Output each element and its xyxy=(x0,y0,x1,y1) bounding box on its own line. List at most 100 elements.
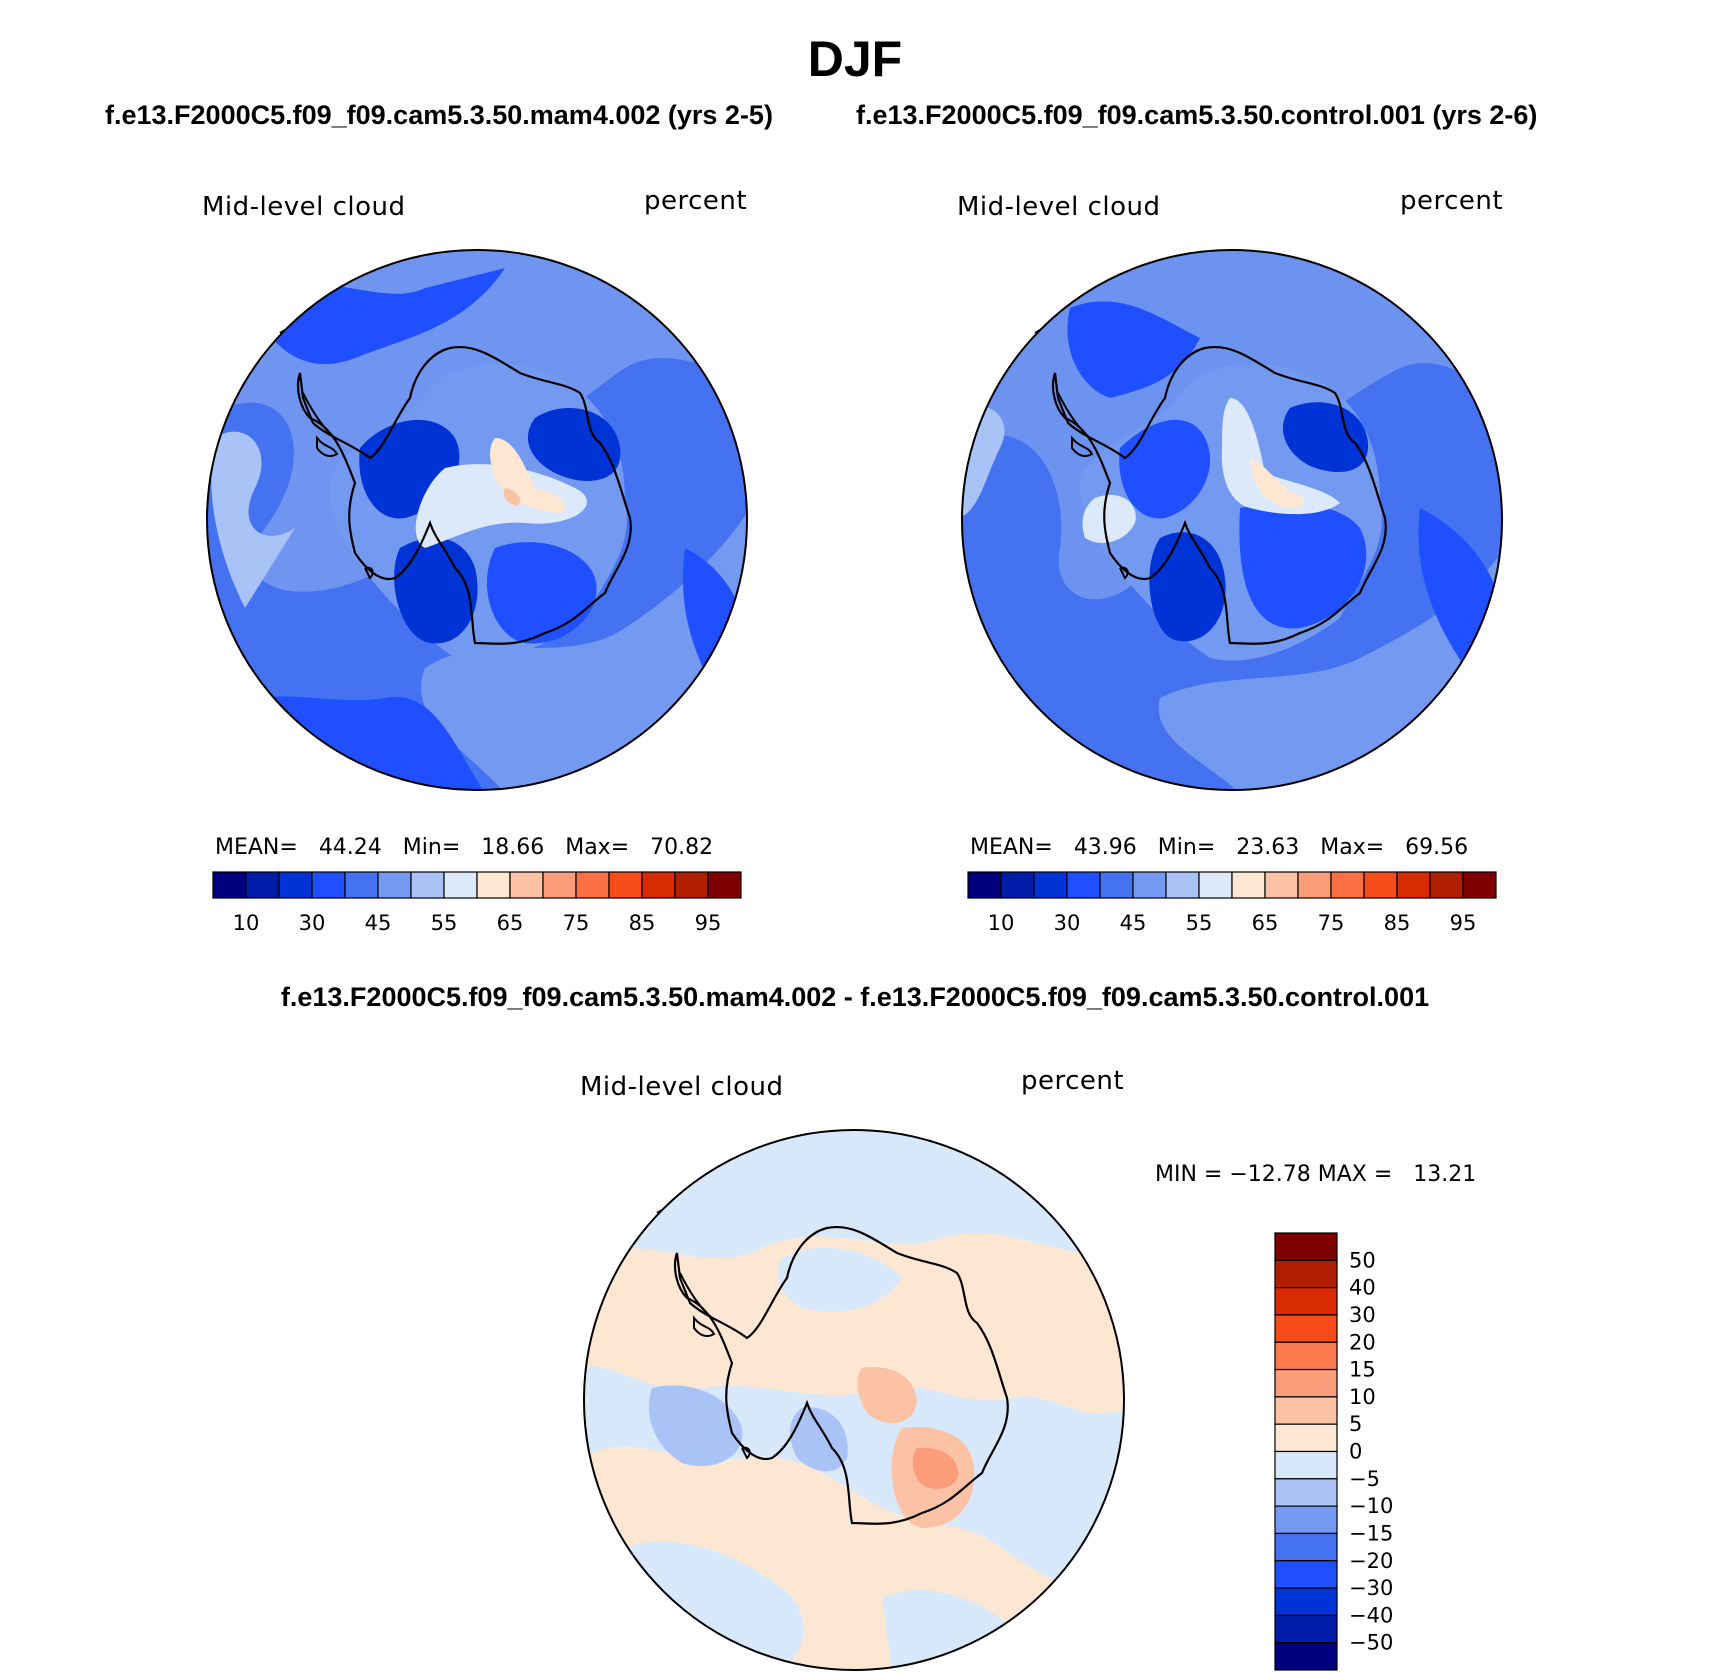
panel1-max-value: 70.82 xyxy=(650,835,714,860)
panel2-colorbar: 10 30 45 55 65 75 85 95 xyxy=(967,871,1497,935)
colorbar-tick-label: 5 xyxy=(1349,1412,1362,1436)
colorbar-swatch xyxy=(245,871,280,899)
colorbar-swatch xyxy=(1099,871,1134,899)
panel1-colorbar: 10 30 45 55 65 75 85 95 xyxy=(212,871,742,935)
colorbar-swatch xyxy=(311,871,346,899)
panel1-case-label: f.e13.F2000C5.f09_f09.cam5.3.50.mam4.002… xyxy=(105,100,773,130)
map-fill-band xyxy=(648,1385,743,1467)
panel1-min-value: 18.66 xyxy=(481,835,545,860)
panel1-mean-value: 44.24 xyxy=(318,835,382,860)
colorbar-tick-label: −10 xyxy=(1349,1494,1393,1518)
figure-title: DJF xyxy=(807,31,903,87)
colorbar-tick-label: 45 xyxy=(365,911,392,935)
colorbar-swatch xyxy=(1274,1259,1338,1289)
map-fill-band xyxy=(790,1407,848,1472)
antarctic-peninsula-outline xyxy=(1034,329,1129,580)
antarctica-coastline xyxy=(673,1225,1009,1525)
colorbar-swatch xyxy=(1274,1232,1338,1261)
colorbar-tick-label: −20 xyxy=(1349,1549,1393,1573)
colorbar-swatch xyxy=(1297,871,1332,899)
colorbar-tick-label: 45 xyxy=(1120,911,1147,935)
colorbar-tick-label: 20 xyxy=(1349,1330,1376,1354)
panel2-case-label: f.e13.F2000C5.f09_f09.cam5.3.50.control.… xyxy=(856,100,1538,130)
colorbar-swatch xyxy=(1274,1450,1338,1480)
colorbar-swatch xyxy=(1274,1478,1338,1507)
colorbar-swatch xyxy=(1274,1368,1338,1398)
colorbar-tick-label: 10 xyxy=(1349,1385,1376,1409)
colorbar-swatch xyxy=(1264,871,1299,899)
colorbar-swatch xyxy=(1274,1287,1338,1316)
panel2-max-value: 69.56 xyxy=(1405,835,1469,860)
colorbar-tick-label: 65 xyxy=(497,911,524,935)
map-fill-continent xyxy=(1119,419,1211,519)
colorbar-swatch xyxy=(1198,871,1233,899)
colorbar-tick-label: 75 xyxy=(1318,911,1345,935)
colorbar-swatch xyxy=(509,871,544,899)
panel2-mean-label: MEAN= xyxy=(970,835,1053,860)
colorbar-tick-label: 55 xyxy=(1186,911,1213,935)
colorbar-swatch xyxy=(1274,1614,1338,1644)
panel1-stats: MEAN= 44.24 Min= 18.66 Max= 70.82 xyxy=(215,835,713,860)
colorbar-swatch xyxy=(377,871,412,899)
colorbar-tick-label: 85 xyxy=(1384,911,1411,935)
colorbar-tick-label: 30 xyxy=(299,911,326,935)
colorbar-tick-label: 65 xyxy=(1252,911,1279,935)
colorbar-swatch xyxy=(1274,1560,1338,1589)
difference-minmax: MIN = −12.78 MAX = 13.21 xyxy=(1155,1162,1477,1187)
map-fill-continent xyxy=(1221,398,1340,515)
panel1-map xyxy=(206,249,748,791)
map-fill-continent xyxy=(415,464,587,548)
map-fill-continent xyxy=(1082,494,1136,543)
colorbar-swatch xyxy=(1274,1341,1338,1371)
colorbar-tick-label: 95 xyxy=(1450,911,1477,935)
panel1-max-label: Max= xyxy=(565,835,630,860)
map-fill-band xyxy=(857,1367,917,1424)
colorbar-swatch xyxy=(410,871,445,899)
map-fill-continent xyxy=(1282,402,1369,473)
map-fill-band xyxy=(584,1233,1124,1414)
panel2-units-label: percent xyxy=(1400,186,1504,216)
colorbar-swatch xyxy=(1274,1505,1338,1535)
colorbar-swatch xyxy=(1396,871,1431,899)
map-fill-band xyxy=(1067,301,1200,398)
panel2-mean-value: 43.96 xyxy=(1073,835,1137,860)
map-fill-band xyxy=(778,1247,902,1312)
difference-map xyxy=(583,1129,1125,1671)
colorbar-swatch xyxy=(1274,1642,1338,1671)
antarctica-coastline xyxy=(296,345,632,645)
difference-title: f.e13.F2000C5.f09_f09.cam5.3.50.mam4.002… xyxy=(280,982,1430,1012)
colorbar-swatch xyxy=(1363,871,1398,899)
colorbar-tick-label: 95 xyxy=(695,911,722,935)
antarctic-peninsula-outline xyxy=(656,1209,751,1460)
colorbar-swatch xyxy=(707,871,742,899)
colorbar-swatch xyxy=(1330,871,1365,899)
panel1-min-label: Min= xyxy=(402,835,461,860)
colorbar-swatch xyxy=(967,871,1002,899)
colorbar-swatch xyxy=(542,871,577,899)
colorbar-tick-label: 75 xyxy=(563,911,590,935)
map-fill-band xyxy=(211,431,295,608)
colorbar-tick-label: 55 xyxy=(431,911,458,935)
difference-units-label: percent xyxy=(1021,1066,1125,1096)
colorbar-swatch xyxy=(443,871,478,899)
map-boundary xyxy=(961,249,1503,791)
map-fill-continent xyxy=(1239,503,1367,629)
colorbar-tick-label: 10 xyxy=(988,911,1015,935)
map-fill-band xyxy=(912,1447,959,1489)
panel2-variable-label: Mid-level cloud xyxy=(957,192,1161,222)
colorbar-tick-label: 0 xyxy=(1349,1440,1362,1464)
colorbar-swatch xyxy=(344,871,379,899)
colorbar-tick-label: 30 xyxy=(1054,911,1081,935)
panel1-units-label: percent xyxy=(644,186,748,216)
panel1-variable-label: Mid-level cloud xyxy=(202,192,406,222)
colorbar-tick-label: 50 xyxy=(1349,1248,1376,1272)
colorbar-tick-label: 15 xyxy=(1349,1358,1376,1382)
colorbar-swatch xyxy=(1274,1423,1338,1453)
colorbar-swatch xyxy=(1274,1532,1338,1562)
colorbar-tick-label: −15 xyxy=(1349,1521,1393,1545)
colorbar-tick-label: 85 xyxy=(629,911,656,935)
difference-variable-label: Mid-level cloud xyxy=(580,1072,784,1102)
panel2-min-label: Min= xyxy=(1157,835,1216,860)
colorbar-swatch xyxy=(1274,1587,1338,1616)
